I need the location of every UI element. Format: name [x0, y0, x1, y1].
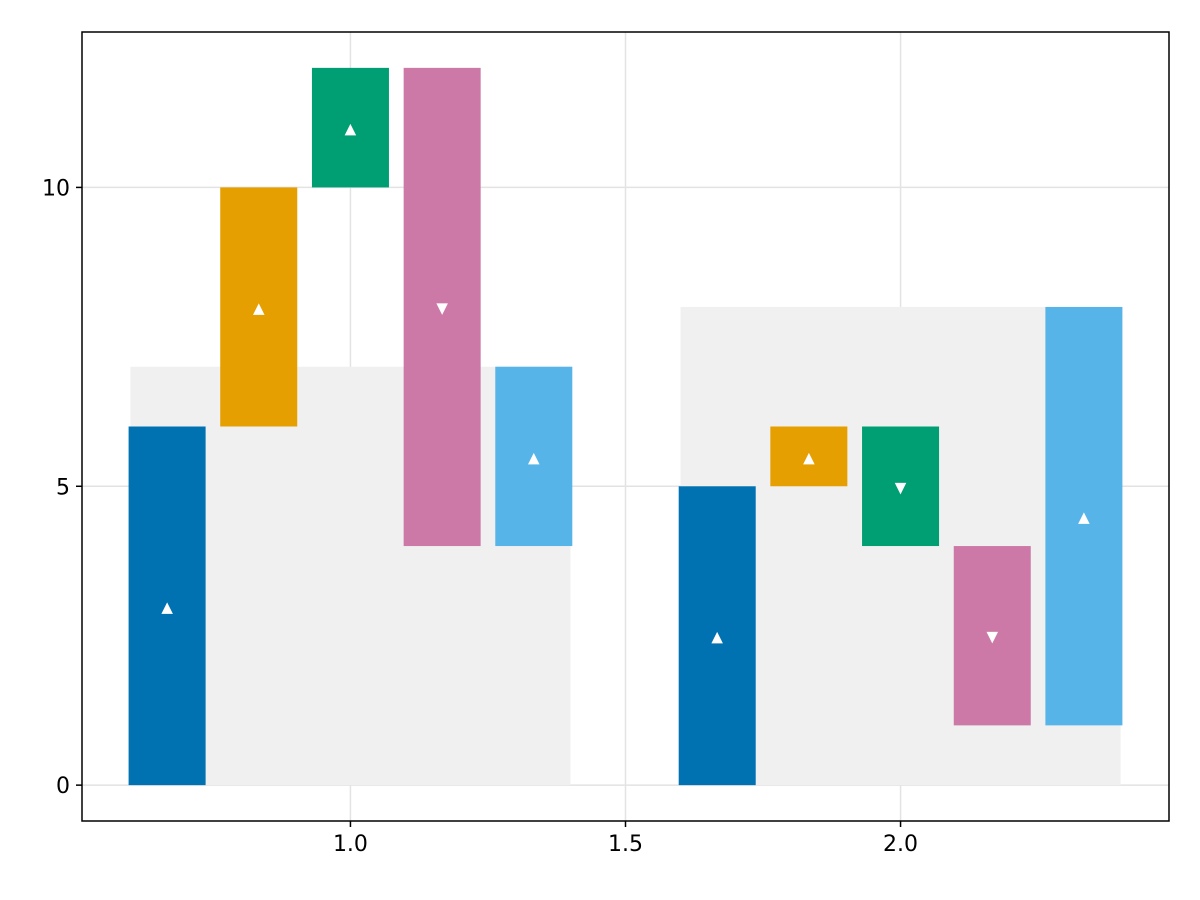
x-tick-label: 1.5: [608, 832, 643, 857]
waterfall-bar: [220, 187, 298, 427]
waterfall-bar: [311, 67, 389, 188]
up-arrow-icon: ▲: [1078, 508, 1090, 526]
waterfall-bars: [128, 67, 1123, 786]
up-arrow-icon: ▲: [345, 120, 357, 138]
down-arrow-icon: ▼: [986, 628, 998, 646]
waterfall-bar: [495, 366, 573, 547]
up-arrow-icon: ▲: [803, 448, 815, 466]
up-arrow-icon: ▲: [253, 299, 265, 317]
up-arrow-icon: ▲: [711, 628, 723, 646]
up-arrow-icon: ▲: [528, 448, 540, 466]
x-tick-label: 2.0: [883, 832, 918, 857]
y-tick-label: 10: [42, 176, 70, 201]
direction-markers: ▲ ▲ ▲ ▼ ▲ ▲ ▲ ▼ ▼ ▲: [161, 120, 1090, 646]
y-tick-label: 0: [56, 774, 70, 799]
waterfall-bar: [953, 546, 1031, 726]
waterfall-bar: [770, 426, 848, 487]
axis-ticks: 1.0 1.5 2.0 0 5 10: [42, 176, 918, 857]
y-tick-label: 5: [56, 475, 70, 500]
down-arrow-icon: ▼: [895, 478, 907, 496]
down-arrow-icon: ▼: [436, 299, 448, 317]
waterfall-bar: [403, 67, 481, 547]
x-tick-label: 1.0: [333, 832, 368, 857]
waterfall-bar: [1045, 306, 1123, 726]
waterfall-bar: [678, 486, 756, 786]
up-arrow-icon: ▲: [161, 598, 173, 616]
waterfall-bar: [128, 426, 206, 786]
waterfall-bar: [862, 426, 940, 547]
